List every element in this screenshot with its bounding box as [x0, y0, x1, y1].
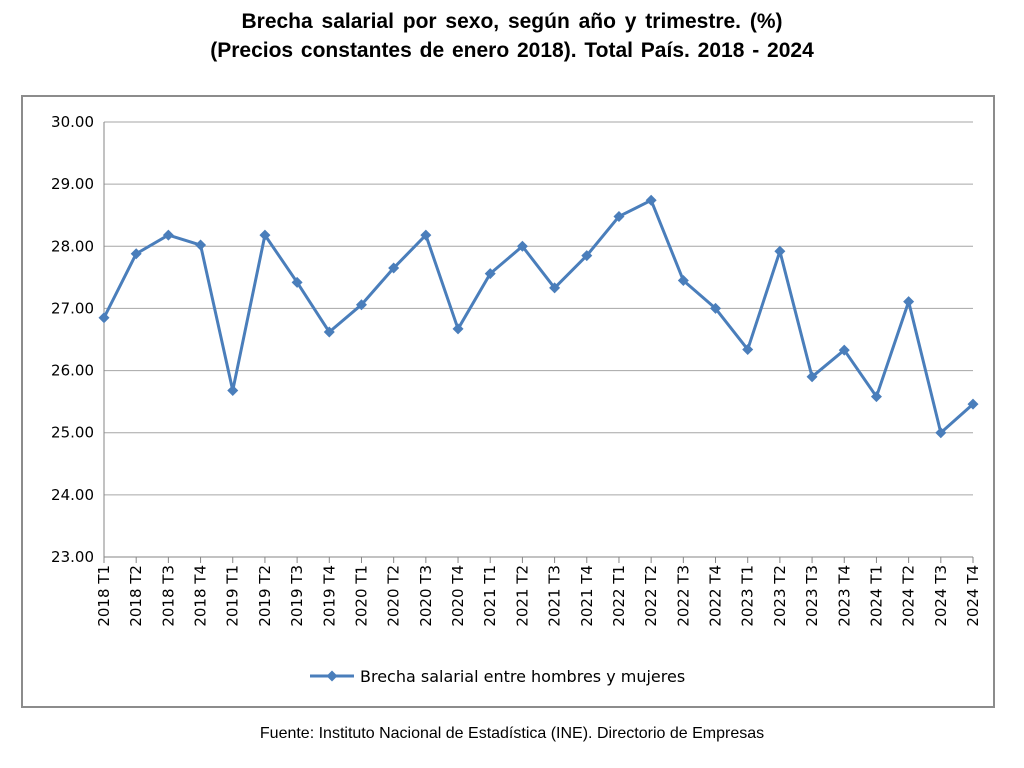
- x-tick-label: 2022 T4: [707, 565, 725, 627]
- x-tick-label: 2023 T2: [771, 565, 789, 627]
- data-point: [870, 391, 882, 403]
- data-point: [452, 323, 464, 335]
- data-point: [677, 274, 689, 286]
- line-chart: 23.00 24.00 25.00 26.00 27.00 28.00 29.00 30.00…: [51, 113, 982, 686]
- x-tick-label: 2024 T2: [900, 565, 918, 627]
- data-point: [388, 262, 400, 274]
- data-point: [259, 229, 271, 241]
- data-point: [355, 299, 367, 311]
- x-tick-label: 2021 T2: [513, 565, 531, 627]
- x-tick-label: 2023 T4: [835, 565, 853, 627]
- y-tick-label: 23.00: [51, 548, 94, 566]
- x-tick-label: 2023 T1: [739, 565, 757, 627]
- data-point: [227, 384, 239, 396]
- data-point: [903, 296, 915, 308]
- y-tick-label: 27.00: [51, 299, 94, 317]
- x-tick-label: 2024 T1: [867, 565, 885, 627]
- legend-label: Brecha salarial entre hombres y mujeres: [360, 667, 685, 686]
- y-tick-label: 29.00: [51, 175, 94, 193]
- data-point: [774, 245, 786, 257]
- x-tick-label: 2021 T4: [578, 565, 596, 627]
- y-tick-label: 25.00: [51, 424, 94, 442]
- x-tick-label: 2020 T4: [449, 565, 467, 627]
- x-tick-label: 2024 T4: [964, 565, 982, 627]
- x-tick-label: 2022 T2: [642, 565, 660, 627]
- x-tick-label: 2018 T2: [127, 565, 145, 627]
- y-tick-label: 30.00: [51, 113, 94, 131]
- chart-subtitle: (Precios constantes de enero 2018). Tota…: [210, 39, 814, 62]
- data-point: [420, 229, 432, 241]
- x-tick-label: 2023 T3: [803, 565, 821, 627]
- x-tick-label: 2020 T2: [385, 565, 403, 627]
- x-tick-label: 2024 T3: [932, 565, 950, 627]
- data-point: [935, 427, 947, 439]
- y-tick-label: 26.00: [51, 362, 94, 380]
- chart-title: Brecha salarial por sexo, según año y tr…: [241, 10, 783, 33]
- data-point: [645, 194, 657, 206]
- y-tick-label: 28.00: [51, 237, 94, 255]
- x-tick-label: 2021 T3: [546, 565, 564, 627]
- data-point: [613, 210, 625, 222]
- data-point: [130, 248, 142, 260]
- data-point: [710, 302, 722, 314]
- x-tick-label: 2022 T3: [674, 565, 692, 627]
- data-point: [838, 344, 850, 356]
- data-point: [323, 326, 335, 338]
- data-point: [484, 268, 496, 280]
- x-tick-label: 2019 T2: [256, 565, 274, 627]
- chart-frame: 23.00 24.00 25.00 26.00 27.00 28.00 29.00 30.00…: [21, 95, 995, 708]
- data-point: [742, 343, 754, 355]
- x-tick-label: 2018 T4: [192, 565, 210, 627]
- x-tick-label: 2018 T1: [95, 565, 113, 627]
- data-point: [98, 312, 110, 324]
- x-tick-label: 2019 T4: [320, 565, 338, 627]
- x-tick-label: 2020 T3: [417, 565, 435, 627]
- data-point: [806, 371, 818, 383]
- series-line: [102, 198, 974, 435]
- data-point: [967, 398, 979, 410]
- x-tick-label: 2022 T1: [610, 565, 628, 627]
- x-tick-label: 2021 T1: [481, 565, 499, 627]
- x-tick-label: 2018 T3: [159, 565, 177, 627]
- y-tick-label: 24.00: [51, 486, 94, 504]
- x-tick-label: 2019 T3: [288, 565, 306, 627]
- legend-marker: [326, 670, 338, 682]
- data-point: [581, 250, 593, 262]
- data-point: [549, 282, 561, 294]
- source-note: Fuente: Instituto Nacional de Estadístic…: [259, 725, 765, 742]
- data-point: [291, 276, 303, 288]
- data-point: [195, 239, 207, 251]
- x-tick-label: 2019 T1: [224, 565, 242, 627]
- data-point: [162, 229, 174, 241]
- x-tick-label: 2020 T1: [352, 565, 370, 627]
- data-point: [516, 240, 528, 252]
